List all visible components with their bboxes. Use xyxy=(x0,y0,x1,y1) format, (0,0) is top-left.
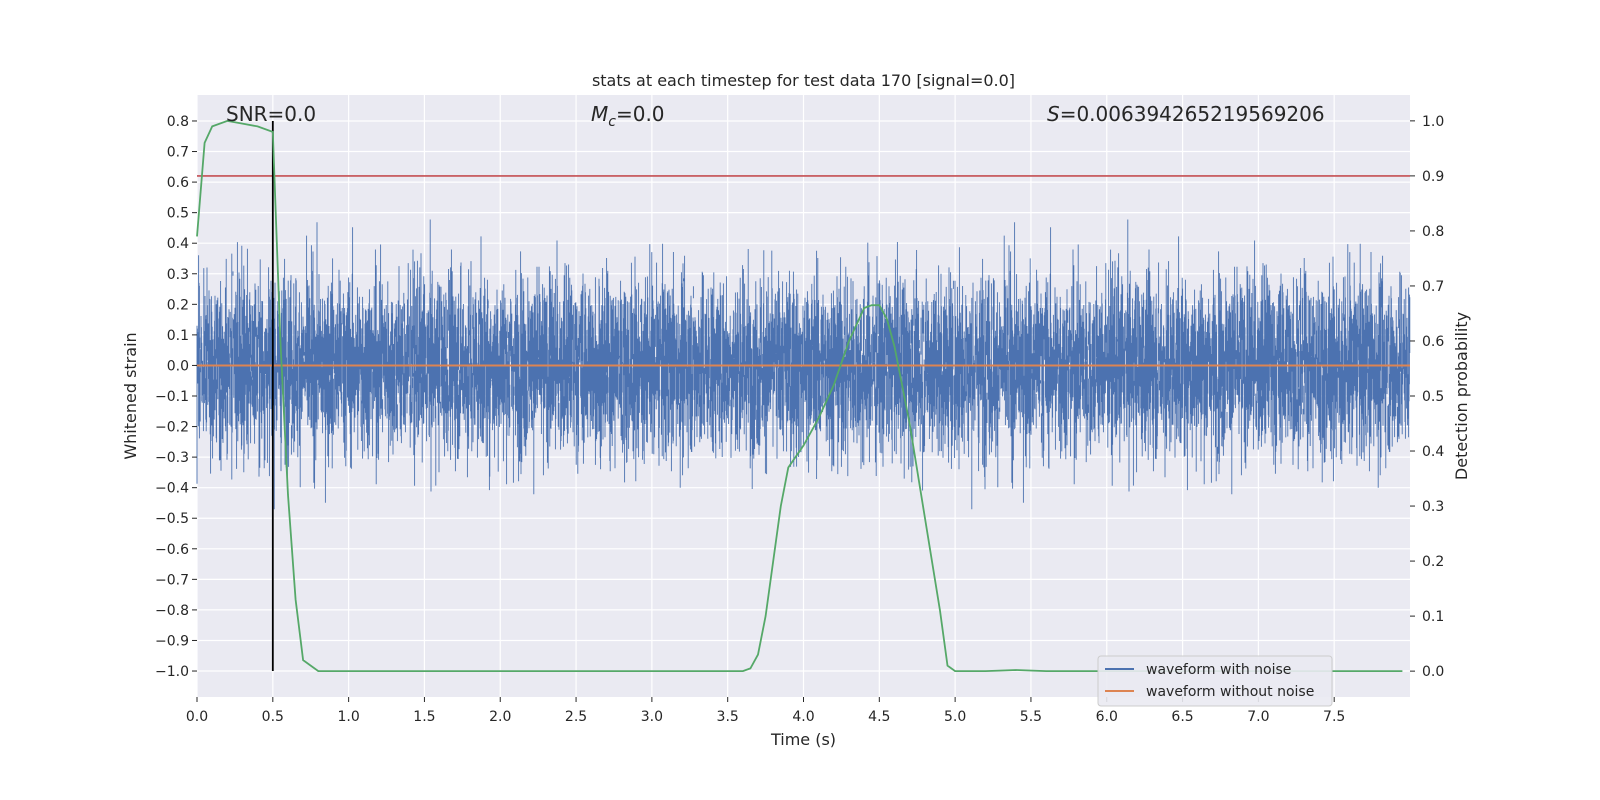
y-tick-label-−0.8: −0.8 xyxy=(155,603,189,619)
y2-tick-label-0.9: 0.9 xyxy=(1422,169,1444,185)
annotation-chirp-mass-symbol: M xyxy=(591,102,608,126)
y-tick-label-−1.0: −1.0 xyxy=(155,664,189,680)
annotation-chirp-mass-subscript: c xyxy=(608,114,616,130)
x-tick-label-2.0: 2.0 xyxy=(489,709,511,725)
y-tick-label-−0.1: −0.1 xyxy=(155,389,189,405)
y-tick-label-0.1: 0.1 xyxy=(167,328,189,344)
x-axis-label: Time (s) xyxy=(770,730,836,749)
annotation-snr: SNR=0.0 xyxy=(226,102,316,126)
y-tick-label-−0.7: −0.7 xyxy=(155,572,189,588)
annotation-statistic-value: =0.006394265219569206 xyxy=(1060,102,1325,126)
series-detection-probability xyxy=(196,119,1403,672)
legend-label-waveform-without-noise: waveform without noise xyxy=(1146,684,1314,700)
y-tick-label-−0.5: −0.5 xyxy=(155,511,189,527)
y-tick-label-−0.9: −0.9 xyxy=(155,633,189,649)
y-tick-label-0.0: 0.0 xyxy=(167,358,189,374)
y2-tick-label-0.8: 0.8 xyxy=(1422,224,1444,240)
legend: waveform with noise waveform without noi… xyxy=(1097,655,1333,707)
x-tick-label-1.0: 1.0 xyxy=(337,709,359,725)
chart-title: stats at each timestep for test data 170… xyxy=(592,71,1015,90)
legend-box xyxy=(1097,655,1333,707)
x-tick-label-3.5: 3.5 xyxy=(717,709,739,725)
y-axis-ticks: 0.8 0.7 0.6 0.5 0.4 0.3 0.2 0.1 0.0 −0.1 −0.2 −0.3 −… xyxy=(155,114,197,680)
y2-tick-label-0.0: 0.0 xyxy=(1422,664,1444,680)
x-tick-label-1.5: 1.5 xyxy=(413,709,435,725)
x-tick-label-5.0: 5.0 xyxy=(944,709,966,725)
x-tick-label-5.5: 5.5 xyxy=(1020,709,1042,725)
annotation-statistic: S=0.006394265219569206 xyxy=(1047,102,1325,126)
x-tick-label-7.0: 7.0 xyxy=(1247,709,1269,725)
y-tick-label-0.3: 0.3 xyxy=(167,267,189,283)
annotation-chirp-mass-value: =0.0 xyxy=(616,102,665,126)
y2-tick-label-0.4: 0.4 xyxy=(1422,444,1444,460)
y-tick-label-−0.3: −0.3 xyxy=(155,450,189,466)
y2-tick-label-0.6: 0.6 xyxy=(1422,334,1444,350)
y-tick-label-0.7: 0.7 xyxy=(167,145,189,161)
y2-tick-label-0.1: 0.1 xyxy=(1422,609,1444,625)
series-waveform-with-noise xyxy=(196,219,1411,510)
y-tick-label-0.5: 0.5 xyxy=(167,206,189,222)
x-tick-label-0.5: 0.5 xyxy=(262,709,284,725)
y-axis-label: Whitened strain xyxy=(121,332,140,459)
x-tick-label-3.0: 3.0 xyxy=(641,709,663,725)
y2-tick-label-0.5: 0.5 xyxy=(1422,389,1444,405)
y-tick-label-−0.2: −0.2 xyxy=(155,420,189,436)
y-tick-label-0.2: 0.2 xyxy=(167,297,189,313)
y2-tick-label-1.0: 1.0 xyxy=(1422,114,1444,130)
y2-tick-label-0.7: 0.7 xyxy=(1422,279,1444,295)
y-tick-label-−0.4: −0.4 xyxy=(155,481,189,497)
x-tick-label-4.0: 4.0 xyxy=(792,709,814,725)
y2-axis-ticks: 1.0 0.9 0.8 0.7 0.6 0.5 0.4 0.3 0.2 0.1 0.0 xyxy=(1410,114,1444,680)
y2-axis-label: Detection probability xyxy=(1452,312,1471,480)
y-tick-label-−0.6: −0.6 xyxy=(155,542,189,558)
x-tick-label-6.0: 6.0 xyxy=(1096,709,1118,725)
noise-trace xyxy=(196,219,1411,510)
y-tick-label-0.8: 0.8 xyxy=(167,114,189,130)
x-tick-label-4.5: 4.5 xyxy=(868,709,890,725)
x-axis-ticks: 0.0 0.5 1.0 1.5 2.0 2.5 3.0 3.5 4.0 4.5 5.0 5.5 6.0 6… xyxy=(186,697,1345,725)
y-tick-label-0.6: 0.6 xyxy=(167,175,189,191)
x-tick-label-0.0: 0.0 xyxy=(186,709,208,725)
y2-tick-label-0.3: 0.3 xyxy=(1422,499,1444,515)
y2-tick-label-0.2: 0.2 xyxy=(1422,554,1444,570)
legend-label-waveform-with-noise: waveform with noise xyxy=(1146,662,1291,678)
y-tick-label-0.4: 0.4 xyxy=(167,236,189,252)
x-tick-label-7.5: 7.5 xyxy=(1323,709,1345,725)
x-tick-label-2.5: 2.5 xyxy=(565,709,587,725)
annotation-statistic-symbol: S xyxy=(1047,102,1060,126)
x-tick-label-6.5: 6.5 xyxy=(1171,709,1193,725)
annotation-chirp-mass: Mc=0.0 xyxy=(591,102,665,130)
